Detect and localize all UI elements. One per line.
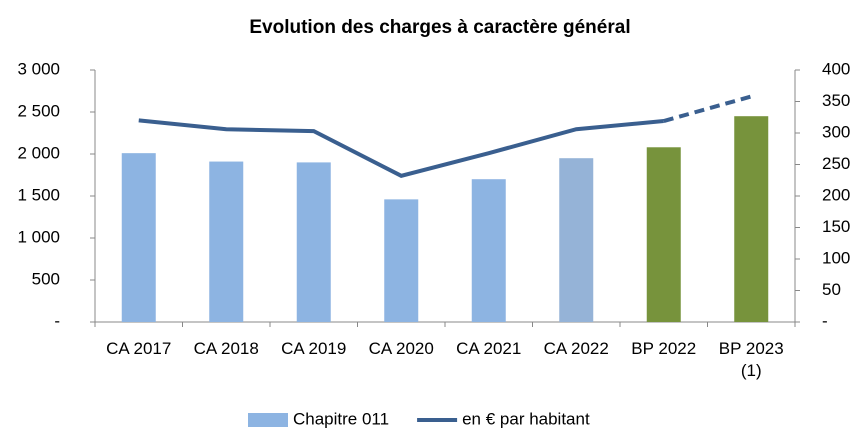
x-tick-label: CA 2019	[281, 339, 347, 358]
bar	[209, 161, 244, 322]
legend-label: Chapitre 011	[293, 409, 389, 428]
bar	[471, 179, 506, 322]
y2-tick-label: 50	[822, 280, 841, 299]
legend-label: en € par habitant	[462, 409, 590, 428]
x-tick-label: BP 2023 (1)	[718, 339, 784, 380]
bar	[296, 162, 331, 322]
bar	[646, 147, 681, 322]
line	[138, 118, 664, 178]
legend-swatch	[248, 413, 288, 427]
y2-tick-label: 350	[822, 91, 850, 110]
bar	[121, 153, 156, 322]
x-tick-label: CA 2018	[193, 339, 259, 358]
bar	[734, 116, 769, 322]
x-tick-label: CA 2020	[368, 339, 434, 358]
y-tick-label: 2 500	[17, 101, 60, 120]
x-tick-label: BP 2022	[631, 339, 697, 358]
y2-tick-label: 100	[822, 248, 850, 267]
x-tick-label: CA 2017	[106, 339, 172, 358]
x-tick-label: CA 2021	[456, 339, 522, 358]
y-tick-label: 2 000	[17, 143, 60, 162]
y2-tick-label: 400	[822, 59, 850, 78]
y2-tick-label: 300	[822, 122, 850, 141]
bar	[384, 199, 419, 322]
bar	[559, 158, 594, 322]
y-tick-label: 500	[32, 269, 60, 288]
x-tick-label: CA 2022	[543, 339, 609, 358]
chart-title: Evolution des charges à caractère généra…	[249, 17, 630, 38]
y2-tick-label: -	[822, 311, 828, 330]
y-tick-label: 3 000	[17, 59, 60, 78]
y-tick-label: 1 500	[17, 185, 60, 204]
y-tick-label: 1 000	[17, 227, 60, 246]
y2-tick-label: 200	[822, 185, 850, 204]
y2-tick-label: 150	[822, 217, 850, 236]
y2-tick-label: 250	[822, 154, 850, 173]
y-tick-label: -	[54, 311, 60, 330]
